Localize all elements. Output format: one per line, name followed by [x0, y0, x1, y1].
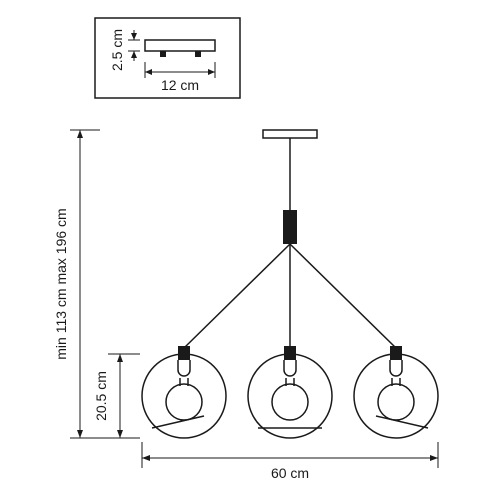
dimension-diagram: 2.5 cm 12 cm: [0, 0, 500, 500]
dim-overall-width: 60 cm: [142, 442, 438, 481]
dim-globe-height: 20.5 cm: [93, 354, 140, 438]
inset-width-label: 12 cm: [161, 77, 199, 93]
globe-center: [248, 354, 332, 438]
inset-height-label: 2.5 cm: [109, 29, 125, 71]
globe-height-label: 20.5 cm: [93, 371, 109, 421]
globe-left: [142, 354, 226, 438]
inset-detail: 2.5 cm 12 cm: [95, 18, 240, 98]
overall-height-label: min 113 cm max 196 cm: [53, 208, 69, 359]
pendant-fixture: [142, 130, 438, 438]
dim-overall-height: min 113 cm max 196 cm: [53, 130, 130, 438]
globe-right: [354, 354, 438, 438]
overall-width-label: 60 cm: [271, 465, 309, 481]
